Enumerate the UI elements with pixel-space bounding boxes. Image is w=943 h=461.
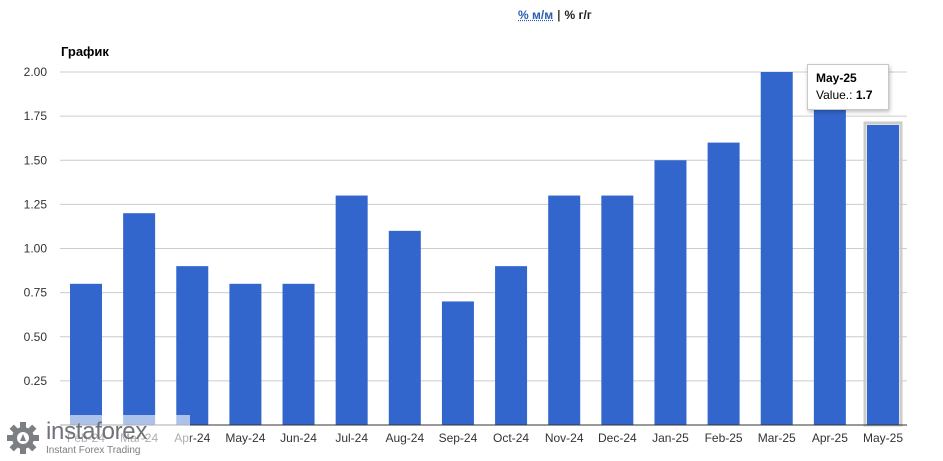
x-tick-label: Feb-25 [705,431,743,445]
logo-gear-icon [6,421,40,455]
bar-apr-25[interactable] [813,107,846,426]
logo-name: instaforex [46,418,148,445]
x-tick-label: Mar-25 [758,431,796,445]
y-tick-label: 0.75 [24,286,48,300]
y-tick-label: 0.25 [24,374,48,388]
mom-toggle[interactable]: % м/м [518,8,554,22]
bar-mar-25[interactable] [760,72,793,425]
yoy-toggle[interactable]: % г/г [564,8,592,22]
bar-oct-24[interactable] [495,266,528,425]
x-tick-label: Jul-24 [335,431,368,445]
x-tick-label: Apr-25 [812,431,848,445]
bar-nov-24[interactable] [548,195,581,425]
y-tick-label: 1.50 [24,153,48,167]
logo-tagline: Instant Forex Trading [46,445,141,456]
switcher-separator: | [557,8,561,22]
bar-sep-24[interactable] [441,301,474,425]
y-tick-label: 0.50 [24,330,48,344]
tooltip-title: May-25 [816,71,857,85]
x-tick-label: Sep-24 [439,431,478,445]
chart-tooltip: May-25 Value.: 1.7 [807,64,889,110]
bar-mar-24[interactable] [123,213,156,425]
y-tick-label: 2.00 [24,65,48,79]
instaforex-logo: instaforex Instant Forex Trading [0,415,190,461]
bar-feb-24[interactable] [70,283,102,425]
chart-title: График [61,44,109,59]
y-tick-label: 1.25 [24,197,48,211]
bar-may-24[interactable] [229,283,262,425]
x-tick-label: May-25 [863,431,903,445]
bar-feb-25[interactable] [707,142,740,425]
y-tick-label: 1.75 [24,109,48,123]
x-tick-label: Jun-24 [280,431,317,445]
bar-jan-25[interactable] [654,160,687,425]
x-tick-label: Oct-24 [493,431,529,445]
bar-dec-24[interactable] [601,195,634,425]
bar-may-25[interactable] [867,124,899,425]
bar-apr-24[interactable] [176,266,209,425]
bar-jun-24[interactable] [282,283,315,425]
bar-jul-24[interactable] [335,195,368,425]
tooltip-value-label: Value.: [816,88,853,102]
y-tick-label: 1.00 [24,242,48,256]
period-switcher: % м/м |% г/г [518,8,592,22]
tooltip-value: 1.7 [855,88,873,102]
x-tick-label: Nov-24 [545,431,584,445]
x-tick-label: Aug-24 [385,431,424,445]
x-tick-label: May-24 [225,431,265,445]
x-tick-label: Dec-24 [598,431,637,445]
bar-aug-24[interactable] [388,230,421,425]
x-tick-label: Jan-25 [652,431,689,445]
